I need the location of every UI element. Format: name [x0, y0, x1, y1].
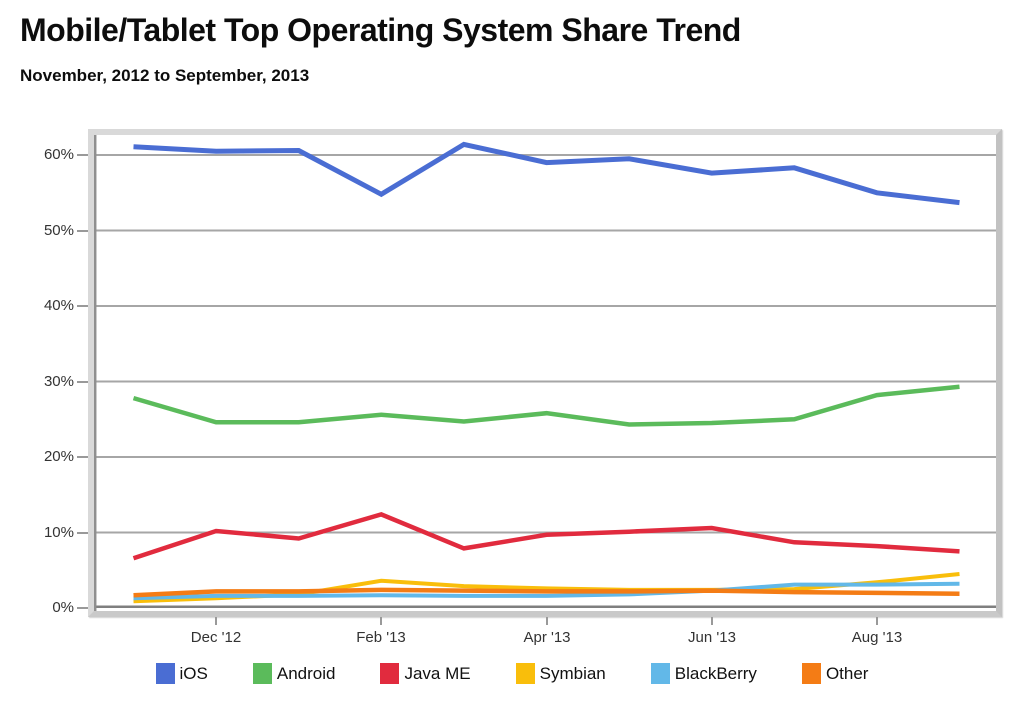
- legend-swatch-ios: [155, 663, 175, 684]
- y-axis-label-20: 20%: [43, 448, 74, 465]
- legend-item-ios: iOS: [155, 663, 208, 684]
- legend-swatch-symbian: [515, 663, 535, 684]
- legend-label-ios: iOS: [179, 663, 208, 683]
- legend-item-java-me: Java ME: [380, 663, 471, 684]
- legend-label-android: Android: [276, 663, 336, 683]
- y-axis-label-50: 50%: [43, 222, 74, 239]
- series-line-ios: [133, 141, 960, 206]
- page-title: Mobile/Tablet Top Operating System Share…: [20, 12, 741, 48]
- legend-swatch-java-me: [380, 663, 400, 684]
- y-axis-label-30: 30%: [43, 373, 74, 390]
- y-tick-40: [77, 305, 88, 307]
- x-tick-feb-13: [380, 617, 382, 625]
- plot-panel: [88, 129, 1002, 617]
- legend-item-other: Other: [801, 663, 869, 684]
- y-tick-0: [77, 607, 88, 609]
- x-axis-label-dec-12: Dec '12: [190, 629, 242, 646]
- legend-item-blackberry: BlackBerry: [650, 663, 757, 684]
- x-tick-jun-13: [711, 617, 713, 625]
- legend-swatch-android: [252, 663, 272, 684]
- y-axis-label-10: 10%: [43, 524, 74, 541]
- y-axis-label-0: 0%: [52, 599, 74, 616]
- y-tick-60: [77, 154, 88, 156]
- x-axis-label-aug-13: Aug '13: [851, 629, 903, 646]
- legend-swatch-other: [801, 663, 821, 684]
- x-tick-dec-12: [215, 617, 217, 625]
- series-line-android: [132, 384, 960, 427]
- page-subtitle: November, 2012 to September, 2013: [20, 66, 310, 85]
- legend: iOS Android Java ME Symbian BlackBerry Other: [0, 663, 1024, 684]
- series-line-java-me: [132, 512, 960, 561]
- legend-swatch-blackberry: [650, 663, 670, 684]
- x-axis-label-jun-13: Jun '13: [688, 629, 736, 646]
- plot-area: [94, 135, 996, 611]
- y-tick-50: [77, 230, 88, 232]
- legend-item-symbian: Symbian: [515, 663, 606, 684]
- x-axis-label-feb-13: Feb '13: [356, 629, 406, 646]
- y-tick-10: [77, 532, 88, 534]
- y-axis-label-60: 60%: [43, 146, 74, 163]
- series-line-blackberry: [133, 581, 960, 601]
- x-axis-label-apr-13: Apr '13: [523, 629, 571, 646]
- series-line-other: [133, 587, 960, 598]
- legend-label-symbian: Symbian: [539, 663, 606, 683]
- x-tick-apr-13: [546, 617, 548, 625]
- y-axis-label-40: 40%: [43, 297, 74, 314]
- legend-item-android: Android: [252, 663, 336, 684]
- legend-label-blackberry: BlackBerry: [674, 663, 757, 683]
- legend-label-java-me: Java ME: [404, 663, 471, 683]
- y-tick-20: [77, 456, 88, 458]
- y-tick-30: [77, 381, 88, 383]
- x-tick-aug-13: [876, 617, 878, 625]
- legend-label-other: Other: [825, 663, 869, 683]
